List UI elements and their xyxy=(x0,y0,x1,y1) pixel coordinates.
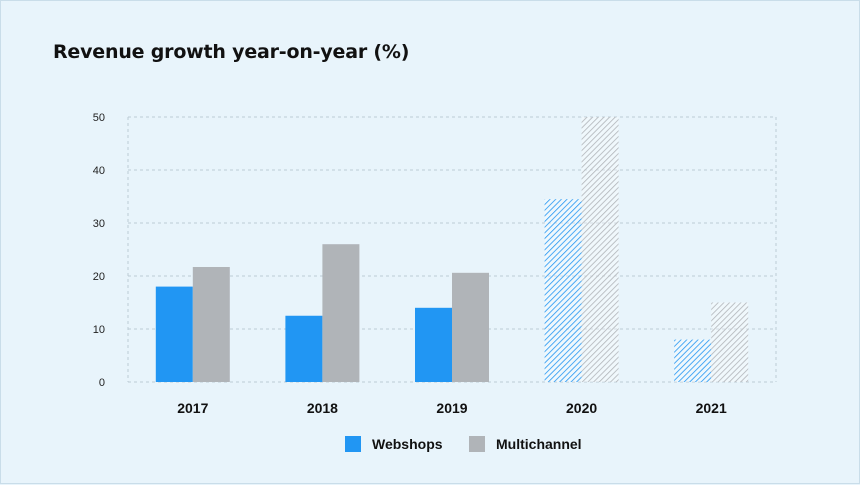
x-tick-label: 2018 xyxy=(307,400,338,416)
y-tick-label: 30 xyxy=(93,218,105,230)
y-tick-label: 10 xyxy=(93,324,105,336)
y-tick-label: 20 xyxy=(93,271,105,283)
legend-swatch-webshops xyxy=(345,436,361,452)
y-tick-label: 0 xyxy=(99,377,105,389)
legend-label-webshops: Webshops xyxy=(372,436,443,452)
bar-multichannel-2020 xyxy=(581,117,619,382)
x-tick-label: 2020 xyxy=(566,400,597,416)
y-tick-label: 40 xyxy=(93,165,105,177)
chart-title: Revenue growth year-on-year (%) xyxy=(53,41,410,63)
x-tick-label: 2017 xyxy=(177,400,208,416)
bar-multichannel-2019 xyxy=(452,272,489,382)
bar-multichannel-2021 xyxy=(711,302,749,382)
bar-multichannel-2017 xyxy=(192,266,230,382)
legend-swatch-multichannel xyxy=(469,436,485,452)
bar-webshops-2018 xyxy=(285,315,323,382)
bar-webshops-2021 xyxy=(674,339,712,382)
x-tick-label: 2019 xyxy=(436,400,467,416)
x-tick-label: 2021 xyxy=(696,400,727,416)
bar-webshops-2017 xyxy=(155,286,193,382)
bar-webshops-2020 xyxy=(544,199,582,382)
y-tick-label: 50 xyxy=(93,112,105,124)
bar-multichannel-2018 xyxy=(322,244,360,382)
bar-webshops-2019 xyxy=(415,307,452,382)
legend-label-multichannel: Multichannel xyxy=(496,436,582,452)
